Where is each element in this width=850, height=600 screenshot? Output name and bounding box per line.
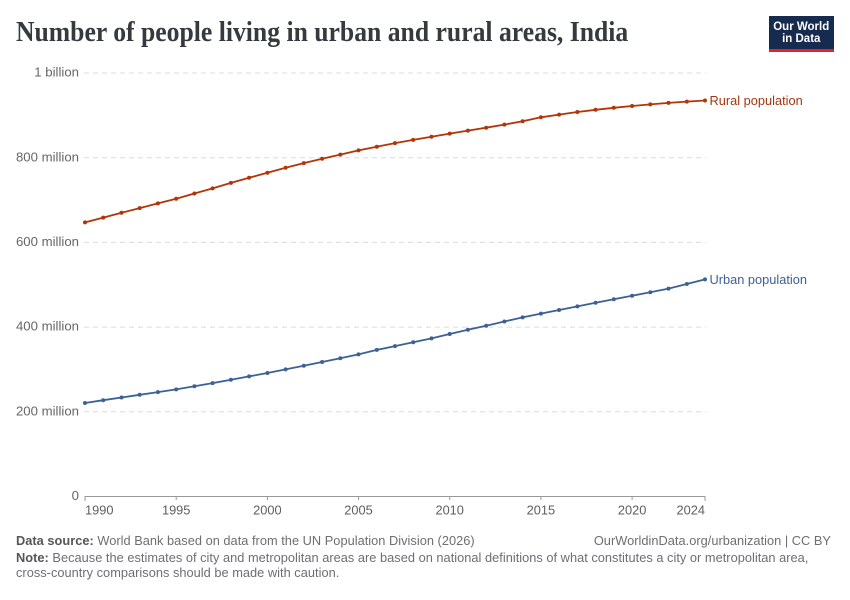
svg-text:200 million: 200 million bbox=[16, 403, 79, 418]
svg-text:800 million: 800 million bbox=[16, 149, 79, 164]
svg-text:2005: 2005 bbox=[344, 503, 372, 518]
svg-text:1995: 1995 bbox=[162, 503, 190, 518]
svg-text:400 million: 400 million bbox=[16, 319, 79, 334]
svg-text:2010: 2010 bbox=[435, 503, 463, 518]
svg-text:2015: 2015 bbox=[527, 503, 555, 518]
svg-text:2000: 2000 bbox=[253, 503, 281, 518]
svg-text:Rural population: Rural population bbox=[710, 93, 803, 108]
svg-text:2024: 2024 bbox=[677, 503, 705, 518]
svg-text:1990: 1990 bbox=[85, 503, 113, 518]
svg-text:600 million: 600 million bbox=[16, 234, 79, 249]
svg-text:0: 0 bbox=[72, 488, 79, 503]
svg-text:Urban population: Urban population bbox=[710, 272, 807, 287]
svg-text:1 billion: 1 billion bbox=[34, 65, 79, 80]
svg-text:2020: 2020 bbox=[618, 503, 646, 518]
